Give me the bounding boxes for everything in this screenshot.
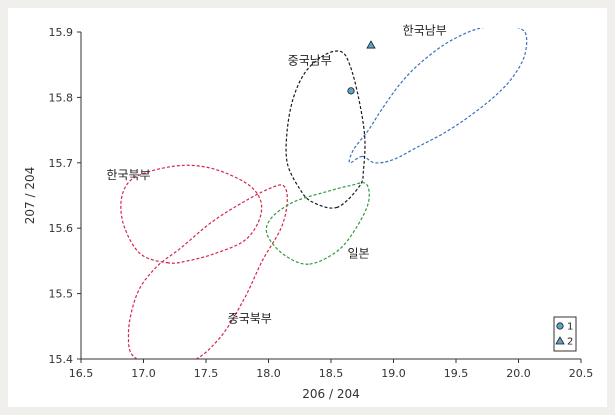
y-tick-label: 15.4: [49, 353, 74, 366]
y-axis-title: 207 / 204: [23, 167, 37, 224]
x-tick-label: 18.0: [256, 367, 281, 380]
x-tick-label: 19.5: [444, 367, 469, 380]
y-tick-label: 15.8: [49, 91, 74, 104]
legend-marker-1: [556, 322, 564, 330]
data-point-series-1-1: [347, 87, 355, 95]
x-axis-title: 206 / 204: [302, 387, 359, 401]
x-tick-label: 17.0: [131, 367, 156, 380]
legend-marker-2: [555, 336, 565, 345]
x-tick-label: 18.5: [319, 367, 344, 380]
y-tick-label: 15.5: [49, 288, 74, 301]
region-outline-4: [127, 184, 288, 359]
region-label-3: 한국북부: [106, 168, 150, 182]
chart-frame: 16.5 17.0 17.5 18.0 18.5 19.0 19.5 20.0 20.5 15.4…: [8, 8, 607, 407]
x-tick-label: 20.0: [506, 367, 531, 380]
data-point-series-2-1: [366, 40, 376, 49]
x-tick-label: 19.0: [381, 367, 406, 380]
x-tick-label: 17.5: [194, 367, 219, 380]
scatter-chart: 16.5 17.0 17.5 18.0 18.5 19.0 19.5 20.0 20.5 15.4…: [23, 24, 594, 401]
region-label-4: 중국북부: [228, 311, 272, 325]
region-outline-3: [120, 164, 263, 264]
region-outline-2: [285, 50, 366, 209]
region-label-5: 일본: [347, 247, 369, 261]
legend-label-1: 1: [567, 322, 573, 333]
y-tick-label: 15.9: [49, 26, 74, 39]
y-tick-label: 15.7: [49, 157, 74, 170]
region-outline-5: [265, 182, 370, 265]
x-tick-label: 16.5: [69, 367, 94, 380]
legend-label-2: 2: [567, 337, 573, 348]
region-label-1: 한국남부: [403, 24, 447, 38]
x-tick-label: 20.5: [569, 367, 594, 380]
y-tick-label: 15.6: [49, 222, 74, 235]
region-label-2: 중국남부: [288, 54, 332, 68]
region-outline-1: [348, 28, 528, 164]
